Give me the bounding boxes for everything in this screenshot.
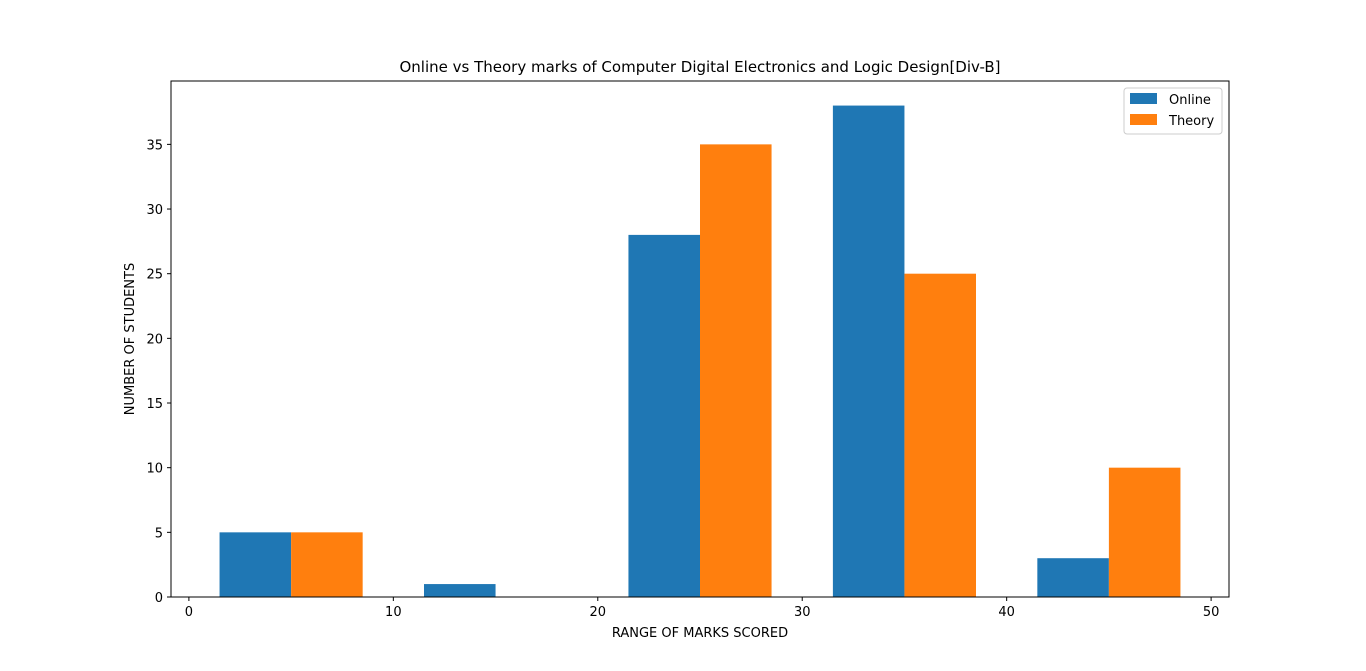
- legend-swatch-online: [1130, 93, 1157, 104]
- y-tick-label: 25: [146, 268, 163, 283]
- x-tick-label: 20: [590, 605, 607, 620]
- x-axis-label: RANGE OF MARKS SCORED: [612, 626, 788, 641]
- x-tick-label: 10: [385, 605, 402, 620]
- x-axis-ticks: 0 10 20 30 40 50: [185, 597, 1220, 620]
- legend-label-online: Online: [1169, 93, 1211, 108]
- y-tick-label: 35: [146, 138, 163, 153]
- y-tick-label: 15: [146, 397, 163, 412]
- x-tick-label: 30: [794, 605, 811, 620]
- bar-theory-2: [700, 144, 772, 598]
- bar-online-1: [424, 584, 496, 597]
- y-tick-label: 20: [146, 332, 163, 347]
- y-axis-ticks: 0 5 10 15 20 25 30 35: [146, 138, 171, 606]
- bar-online-2: [628, 234, 700, 598]
- bar-online-0: [219, 532, 292, 597]
- x-tick-label: 40: [998, 605, 1015, 620]
- plot-frame: [170, 80, 1230, 598]
- legend-swatch-theory: [1130, 114, 1157, 125]
- y-axis-label: NUMBER OF STUDENTS: [123, 263, 138, 415]
- bar-online-4: [1037, 558, 1109, 597]
- bar-online-3: [832, 105, 905, 598]
- y-tick-label: 10: [146, 462, 163, 477]
- y-tick-label: 0: [155, 591, 163, 606]
- bar-theory-3: [904, 273, 976, 597]
- x-tick-label: 0: [185, 605, 193, 620]
- bar-theory-4: [1108, 467, 1181, 597]
- bar-theory-0: [291, 532, 363, 597]
- y-tick-label: 30: [146, 203, 163, 218]
- chart-title: Online vs Theory marks of Computer Digit…: [399, 58, 1000, 76]
- x-tick-label: 50: [1203, 605, 1220, 620]
- bars-group: [219, 105, 1181, 598]
- y-tick-label: 5: [155, 526, 163, 541]
- legend: Online Theory: [1123, 87, 1223, 135]
- legend-label-theory: Theory: [1168, 114, 1214, 129]
